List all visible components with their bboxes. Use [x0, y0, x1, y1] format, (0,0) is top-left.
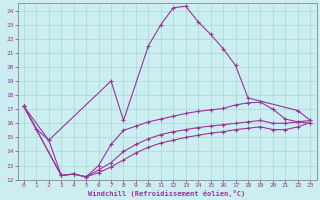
X-axis label: Windchill (Refroidissement éolien,°C): Windchill (Refroidissement éolien,°C)	[88, 190, 246, 197]
